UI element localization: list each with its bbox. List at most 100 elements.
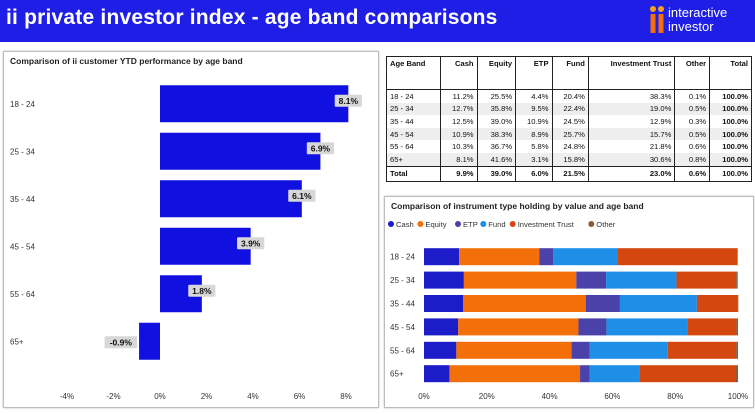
- legend-label: Cash: [396, 220, 414, 229]
- stack-segment: [463, 295, 586, 312]
- data-label: 8.1%: [339, 96, 359, 106]
- data-label-bg: [288, 189, 316, 202]
- table-header-cell: Investment Trust: [587, 56, 676, 90]
- legend-swatch: [417, 221, 424, 227]
- stack-segment: [606, 271, 677, 289]
- table-cell: 24.5%: [551, 115, 589, 128]
- stack-segment: [424, 365, 450, 383]
- table-cell: 12.7%: [440, 102, 478, 116]
- table-cell: 3.1%: [515, 152, 553, 167]
- x-tick-label: 4%: [247, 392, 259, 401]
- table-header-cell: Cash: [440, 56, 478, 90]
- stack-segment: [736, 341, 738, 359]
- performance-bar: [160, 132, 321, 170]
- table-total-cell: 9.9%: [440, 165, 478, 182]
- category-label: 35 - 44: [390, 300, 415, 309]
- table-cell: 0.5%: [674, 102, 711, 116]
- performance-bar: [139, 322, 160, 360]
- data-label: 1.8%: [192, 286, 212, 296]
- legend-label: Equity: [425, 220, 446, 229]
- table-header-cell: Fund: [551, 56, 589, 90]
- stack-segment: [585, 295, 620, 312]
- data-label-bg: [104, 336, 138, 349]
- table-cell: 100.0%: [709, 88, 752, 103]
- table-cell: 25 - 34: [385, 102, 442, 116]
- table-row: 65+ 8.1% 41.6% 3.1% 15.8% 30.6% 0.8% 100.0%: [385, 152, 752, 167]
- x-tick-label: 8%: [340, 392, 352, 401]
- table-cell: 11.2%: [440, 88, 478, 103]
- stack-segment: [449, 365, 581, 383]
- legend-label: ETP: [463, 220, 478, 229]
- table-cell: 25.7%: [551, 127, 589, 141]
- category-label: 65+: [10, 337, 24, 346]
- table-cell: 41.6%: [476, 152, 517, 167]
- stack-segment: [639, 365, 736, 383]
- stack-segment: [736, 271, 738, 289]
- legend-swatch: [509, 221, 516, 227]
- table-total-cell: 0.6%: [674, 165, 711, 182]
- table-cell: 8.1%: [440, 152, 478, 167]
- data-label: -0.9%: [110, 337, 133, 347]
- stack-segment: [667, 341, 737, 359]
- stack-segment: [606, 318, 688, 336]
- stack-segment: [589, 365, 640, 383]
- table-cell: 100.0%: [709, 102, 752, 116]
- data-label-bg: [306, 142, 335, 155]
- x-tick-label: -4%: [60, 392, 74, 401]
- performance-bar: [160, 180, 302, 218]
- category-label: 45 - 54: [10, 242, 35, 251]
- table-cell: 10.3%: [440, 140, 478, 153]
- stack-segment: [580, 365, 590, 383]
- stack-segment: [737, 295, 739, 312]
- table-row: 25 - 34 12.7% 35.8% 9.5% 22.4% 19.0% 0.5% 100.0…: [385, 102, 752, 116]
- performance-bar: [160, 85, 349, 123]
- x-tick-label: 0%: [154, 392, 166, 401]
- x-tick-label: 2%: [201, 392, 213, 401]
- table-cell: 35.8%: [476, 102, 517, 116]
- table-cell: 30.6%: [587, 152, 676, 167]
- data-label: 6.1%: [292, 191, 312, 201]
- performance-chart-title: Comparison of ii customer YTD performanc…: [10, 56, 243, 66]
- table-row: 45 - 54 10.9% 38.3% 8.9% 25.7% 15.7% 0.5% 100.0…: [385, 127, 752, 141]
- table-cell: 100.0%: [709, 140, 752, 153]
- stack-segment: [589, 341, 668, 359]
- stack-segment: [424, 295, 464, 312]
- table-cell: 20.4%: [551, 88, 589, 103]
- table-cell: 65+: [385, 152, 442, 167]
- table-cell: 100.0%: [709, 152, 752, 167]
- table-cell: 21.8%: [587, 140, 676, 153]
- stack-segment: [696, 295, 738, 312]
- stack-segment: [578, 318, 607, 336]
- holdings-table: Age Band Cash Equity ETP Fund Investment Trus…: [385, 56, 752, 182]
- stack-segment: [676, 271, 737, 289]
- x-tick-label: -2%: [106, 392, 120, 401]
- x-tick-label: 20%: [479, 392, 495, 401]
- logo-line-1: interactive: [668, 5, 728, 20]
- stack-segment: [571, 341, 590, 359]
- legend-swatch: [455, 221, 461, 227]
- legend-swatch: [480, 221, 487, 227]
- legend-label: Investment Trust: [518, 220, 575, 229]
- category-label: 25 - 34: [390, 276, 415, 285]
- stack-segment: [424, 271, 464, 289]
- logo-mark-icon: [650, 6, 664, 33]
- category-label: 45 - 54: [390, 323, 415, 332]
- data-label-bg: [334, 94, 362, 107]
- table-cell: 12.9%: [587, 115, 676, 128]
- table-cell: 15.7%: [587, 127, 676, 141]
- stack-segment: [463, 271, 577, 289]
- data-label-bg: [188, 284, 216, 297]
- category-label: 55 - 64: [390, 346, 415, 355]
- category-label: 65+: [390, 370, 404, 379]
- x-tick-label: 60%: [604, 392, 620, 401]
- page-title: ii private investor index - age band com…: [6, 6, 498, 29]
- table-cell: 22.4%: [551, 102, 589, 116]
- table-total-cell: 23.0%: [587, 165, 676, 182]
- table-cell: 38.3%: [587, 88, 676, 103]
- stack-segment: [459, 248, 540, 266]
- stack-segment: [424, 318, 459, 336]
- table-cell: 9.5%: [515, 102, 553, 116]
- stack-segment: [619, 295, 697, 312]
- table-cell: 100.0%: [709, 115, 752, 128]
